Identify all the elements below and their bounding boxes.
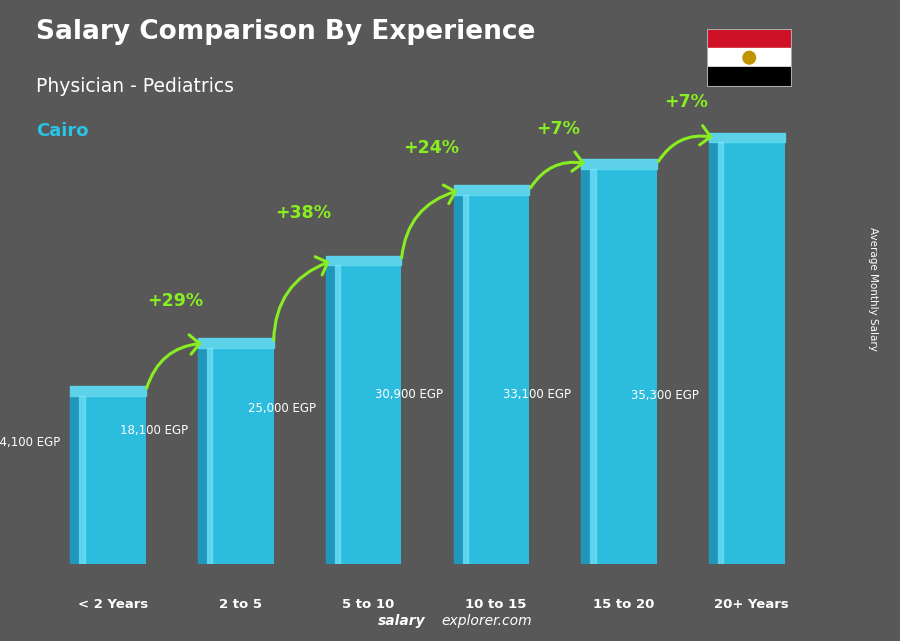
FancyBboxPatch shape <box>718 142 785 564</box>
Text: Average Monthly Salary: Average Monthly Salary <box>868 226 878 351</box>
Text: 33,100 EGP: 33,100 EGP <box>503 388 572 401</box>
Text: 14,100 EGP: 14,100 EGP <box>0 437 60 449</box>
Text: 15 to 20: 15 to 20 <box>593 597 654 610</box>
FancyArrowPatch shape <box>531 152 583 188</box>
Polygon shape <box>463 195 468 564</box>
FancyBboxPatch shape <box>463 195 529 564</box>
Text: Cairo: Cairo <box>36 122 88 140</box>
Text: 2 to 5: 2 to 5 <box>219 597 262 610</box>
Text: 5 to 10: 5 to 10 <box>342 597 394 610</box>
Text: 35,300 EGP: 35,300 EGP <box>631 389 699 402</box>
Text: +24%: +24% <box>402 138 459 156</box>
Text: explorer.com: explorer.com <box>441 614 532 628</box>
Text: 18,100 EGP: 18,100 EGP <box>120 424 188 437</box>
Polygon shape <box>198 348 207 564</box>
Polygon shape <box>79 395 85 564</box>
Polygon shape <box>590 169 596 564</box>
Polygon shape <box>326 265 335 564</box>
FancyArrowPatch shape <box>147 335 200 388</box>
Bar <box>706 29 792 48</box>
FancyArrowPatch shape <box>658 126 711 162</box>
Polygon shape <box>207 348 212 564</box>
Polygon shape <box>709 142 718 564</box>
Text: Salary Comparison By Experience: Salary Comparison By Experience <box>36 19 536 46</box>
Text: 10 to 15: 10 to 15 <box>465 597 526 610</box>
Text: +38%: +38% <box>275 204 331 222</box>
Text: salary: salary <box>378 614 426 628</box>
Polygon shape <box>454 185 529 195</box>
Text: < 2 Years: < 2 Years <box>77 597 148 610</box>
Polygon shape <box>198 338 274 348</box>
Circle shape <box>743 51 755 64</box>
FancyArrowPatch shape <box>274 257 328 340</box>
Polygon shape <box>581 159 657 169</box>
Polygon shape <box>326 256 401 265</box>
Polygon shape <box>581 169 590 564</box>
FancyBboxPatch shape <box>207 348 274 564</box>
FancyBboxPatch shape <box>79 395 146 564</box>
Polygon shape <box>335 265 340 564</box>
Polygon shape <box>70 395 79 564</box>
FancyArrowPatch shape <box>401 185 455 258</box>
Text: 20+ Years: 20+ Years <box>714 597 788 610</box>
FancyBboxPatch shape <box>335 265 401 564</box>
Text: +29%: +29% <box>148 292 203 310</box>
Polygon shape <box>718 142 724 564</box>
Text: Physician - Pediatrics: Physician - Pediatrics <box>36 77 234 96</box>
Text: +7%: +7% <box>536 120 580 138</box>
Bar <box>706 48 792 67</box>
FancyBboxPatch shape <box>590 169 657 564</box>
Text: 30,900 EGP: 30,900 EGP <box>375 388 444 401</box>
Polygon shape <box>454 195 463 564</box>
Bar <box>706 67 792 87</box>
Text: 25,000 EGP: 25,000 EGP <box>248 403 316 415</box>
Polygon shape <box>70 386 146 395</box>
Polygon shape <box>709 133 785 142</box>
Text: +7%: +7% <box>664 94 708 112</box>
